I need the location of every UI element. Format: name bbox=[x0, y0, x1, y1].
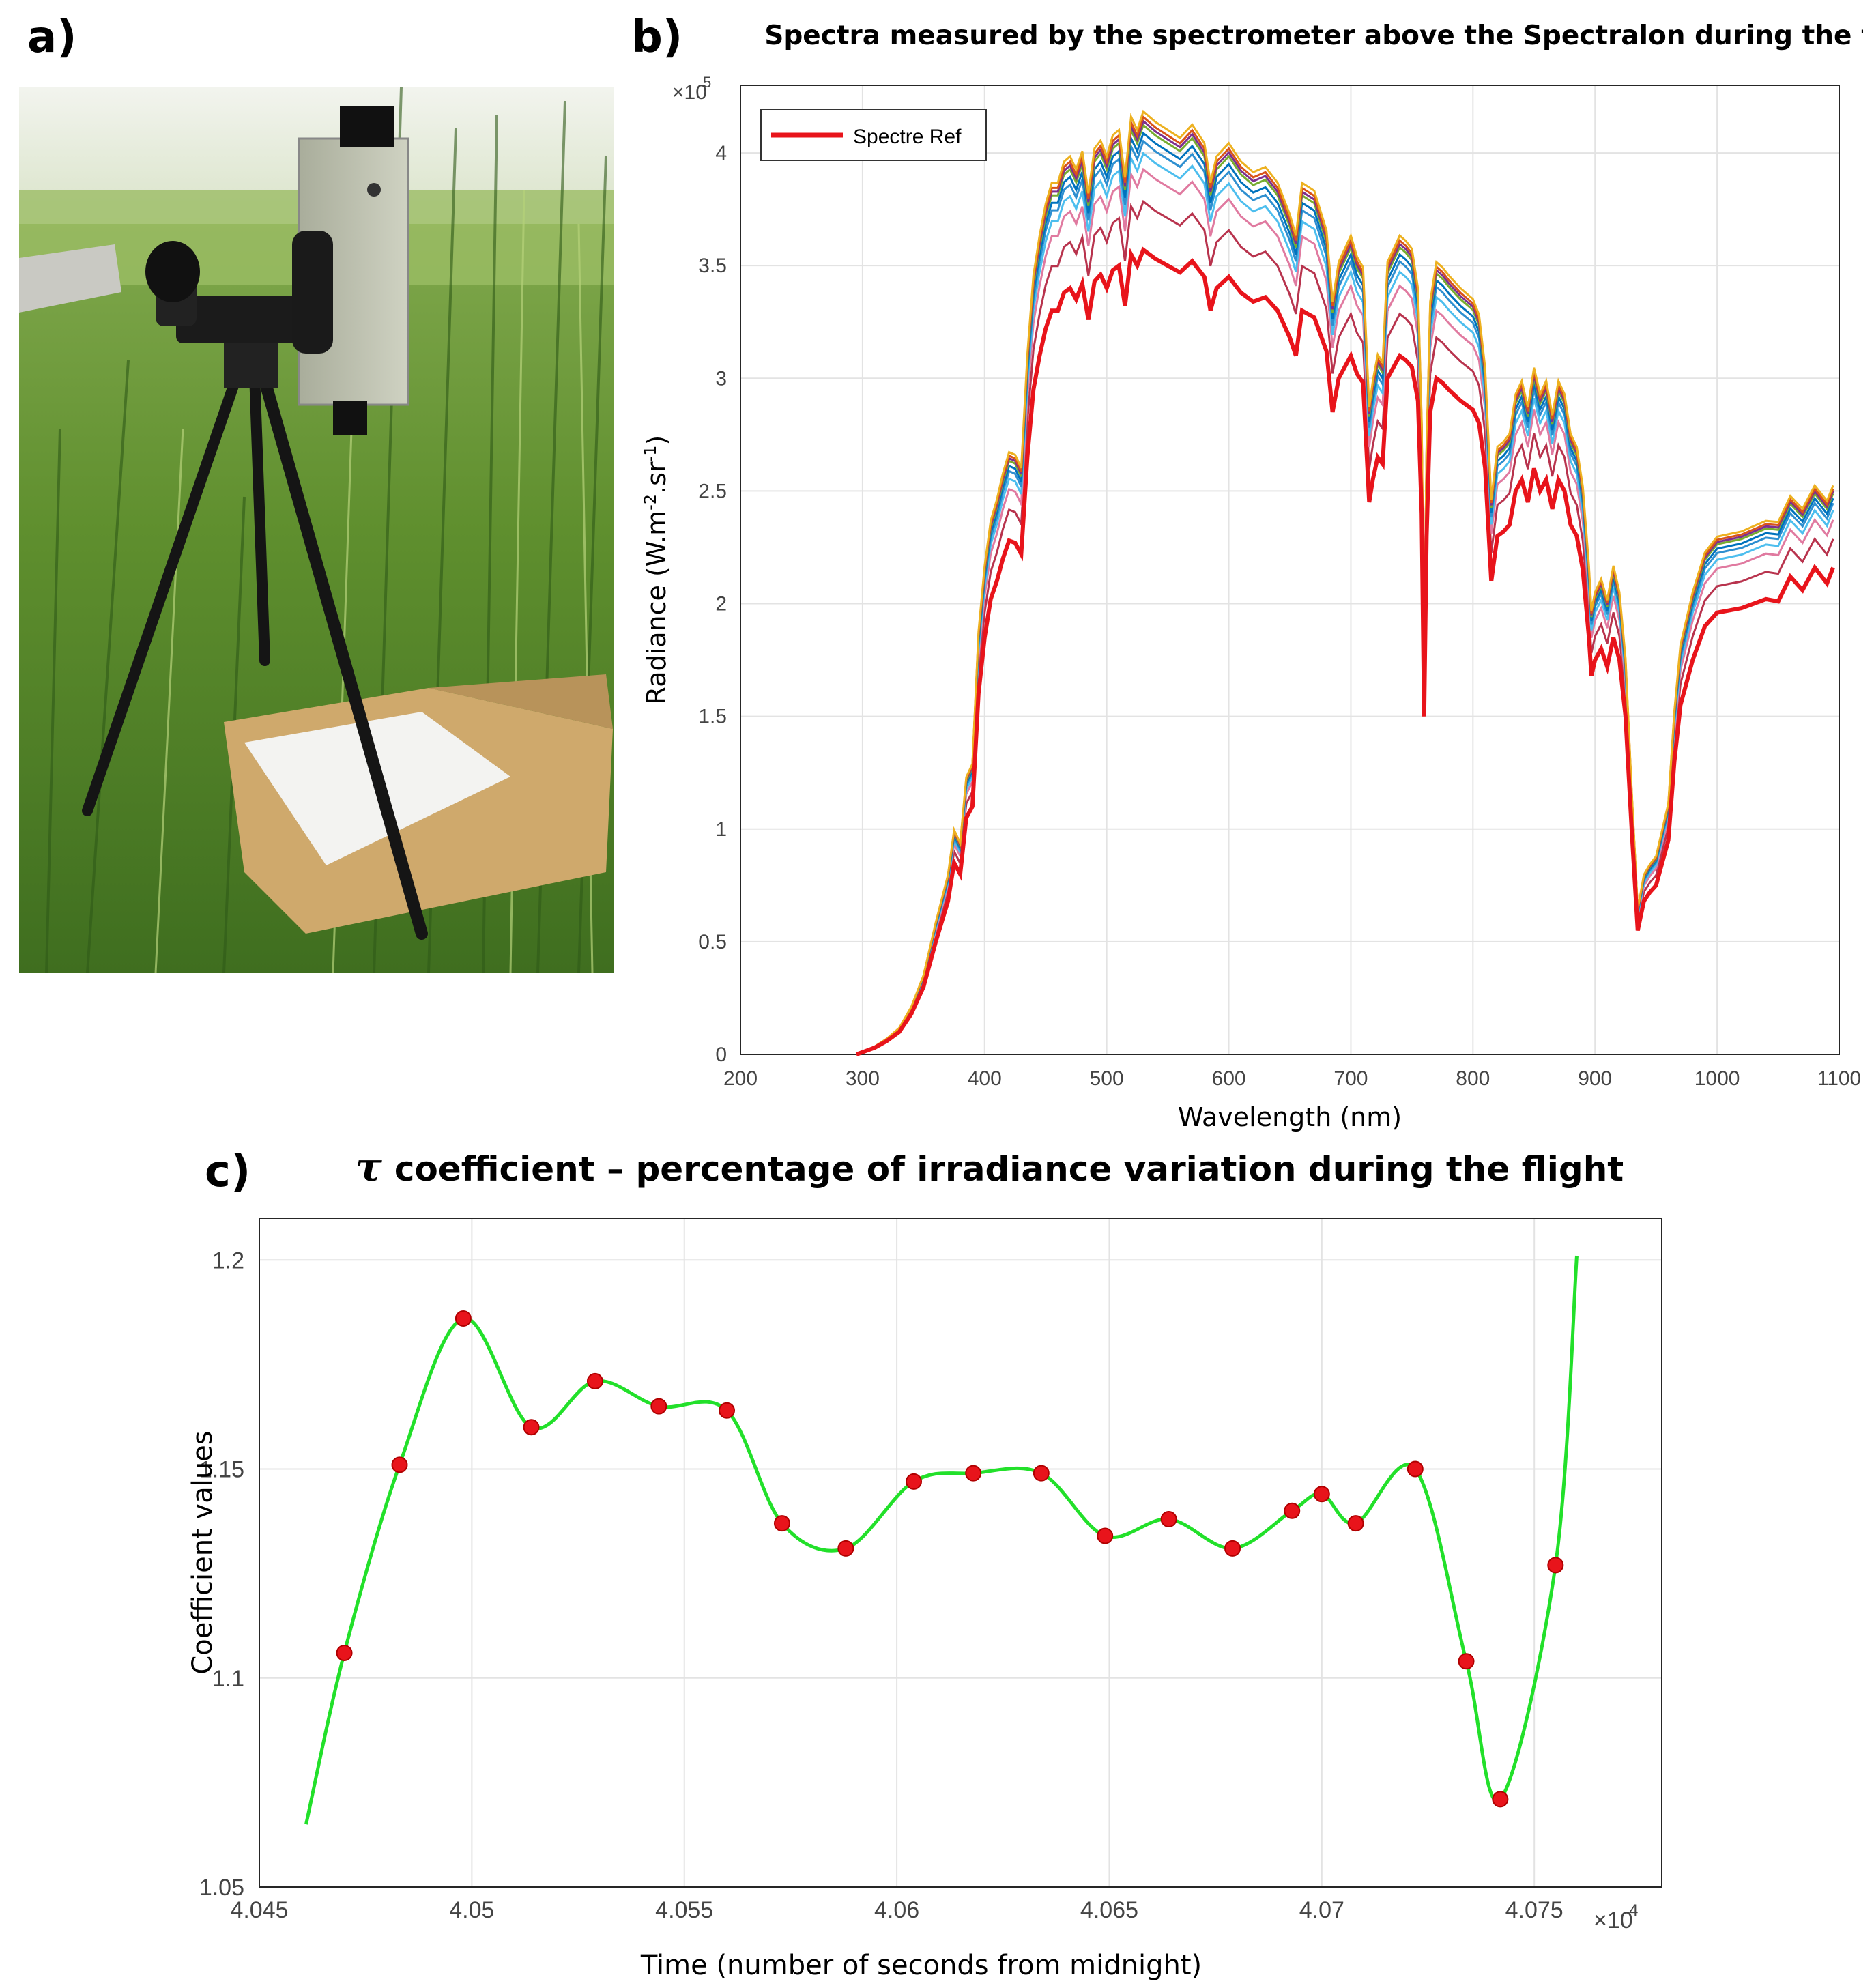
y-tick-label: 2 bbox=[715, 593, 727, 616]
data-point-marker bbox=[1458, 1653, 1475, 1670]
data-point-marker bbox=[1407, 1460, 1424, 1478]
chart-b-ylabel: Radiance (W.m-2.sr-1) bbox=[641, 435, 672, 705]
chart-c-ylabel: Coefficient values bbox=[187, 1430, 218, 1674]
chart-b-series-group bbox=[855, 109, 1835, 1056]
chart-b-grid bbox=[740, 85, 1840, 1055]
chart-c-x-ticks: 4.045 4.05 4.055 4.06 4.065 4.07 4.075 bbox=[230, 1897, 1563, 1923]
data-point-marker bbox=[1097, 1527, 1114, 1544]
chart-c-title-text: coefficient – percentage of irradiance v… bbox=[394, 1149, 1624, 1189]
series-spectre-ref bbox=[855, 246, 1835, 1056]
spectra-chart: Spectra measured by the spectrometer abo… bbox=[641, 20, 1863, 1132]
y-tick-label: 1.2 bbox=[212, 1248, 244, 1273]
data-point-marker bbox=[1313, 1486, 1330, 1503]
data-point-marker bbox=[1033, 1465, 1050, 1482]
x-tick-label: 4.045 bbox=[230, 1897, 288, 1923]
series-spectrum-6 bbox=[856, 123, 1834, 1056]
series-spectrum-2 bbox=[856, 167, 1834, 1056]
series-spectrum-4 bbox=[856, 139, 1834, 1056]
y-tick-label: 0.5 bbox=[698, 931, 727, 953]
y-tick-label: 1.1 bbox=[212, 1666, 244, 1692]
tau-symbol: τ bbox=[356, 1144, 383, 1190]
x-tick-label: 1000 bbox=[1695, 1067, 1740, 1090]
y-tick-label: 2.5 bbox=[698, 480, 727, 502]
x-tick-label: 700 bbox=[1334, 1067, 1368, 1090]
x-tick-label: 200 bbox=[723, 1067, 758, 1090]
y-tick-label: 1.15 bbox=[199, 1457, 244, 1483]
data-point-marker bbox=[455, 1310, 472, 1327]
x-tick-label: 4.06 bbox=[874, 1897, 919, 1923]
chart-c-y-ticks: 1.05 1.1 1.15 1.2 bbox=[199, 1248, 244, 1901]
y-tick-label: 1 bbox=[715, 818, 727, 841]
data-point-marker bbox=[965, 1465, 982, 1482]
x-tick-label: 4.055 bbox=[655, 1897, 713, 1923]
legend-entry-spectre-ref: Spectre Ref bbox=[853, 126, 962, 148]
chart-b-y-ticks: 0 0.5 1 1.5 2 2.5 3 3.5 4 bbox=[698, 142, 727, 1066]
data-point-marker bbox=[586, 1372, 603, 1389]
chart-b-y-exponent: 5 bbox=[703, 74, 711, 91]
spectrometer-photo bbox=[19, 87, 614, 973]
x-tick-label: 800 bbox=[1456, 1067, 1490, 1090]
data-point-marker bbox=[1492, 1791, 1509, 1808]
chart-c-xlabel: Time (number of seconds from midnight) bbox=[640, 1950, 1202, 1981]
y-tick-label: 0 bbox=[715, 1043, 727, 1066]
data-point-marker bbox=[1547, 1557, 1564, 1574]
data-point-marker bbox=[1224, 1540, 1241, 1557]
x-tick-label: 4.075 bbox=[1505, 1897, 1563, 1923]
x-tick-label: 4.07 bbox=[1299, 1897, 1344, 1923]
chart-c-fitted-curve bbox=[304, 1255, 1579, 1825]
chart-b-axes-box bbox=[740, 85, 1840, 1055]
y-tick-label: 3 bbox=[715, 367, 727, 390]
ylabel-part-1: Radiance (W.m bbox=[642, 510, 672, 704]
data-point-marker bbox=[650, 1398, 667, 1415]
x-tick-label: 500 bbox=[1090, 1067, 1124, 1090]
data-point-marker bbox=[719, 1402, 735, 1419]
ylabel-part-5: ) bbox=[642, 435, 672, 446]
chart-b-y-exponent-base: ×10 bbox=[672, 81, 707, 104]
x-tick-label: 300 bbox=[846, 1067, 880, 1090]
x-tick-label: 4.05 bbox=[449, 1897, 494, 1923]
chart-b-xlabel: Wavelength (nm) bbox=[1178, 1102, 1402, 1132]
x-tick-label: 4.065 bbox=[1080, 1897, 1138, 1923]
x-tick-label: 1100 bbox=[1817, 1067, 1862, 1090]
ylabel-part-4: -1 bbox=[641, 446, 660, 462]
chart-c-markers bbox=[336, 1310, 1564, 1808]
ylabel-part-3: .sr bbox=[642, 461, 672, 494]
chart-c-x-exponent: 4 bbox=[1629, 1901, 1638, 1920]
panel-label-b: b) bbox=[631, 12, 683, 63]
chart-c-x-exponent-base: ×10 bbox=[1594, 1907, 1633, 1933]
chart-c-axes-box bbox=[259, 1218, 1662, 1888]
tau-coefficient-chart: τ coefficient – percentage of irradiance … bbox=[187, 1144, 1662, 1981]
chart-b-title: Spectra measured by the spectrometer abo… bbox=[764, 20, 1863, 51]
data-point-marker bbox=[391, 1456, 408, 1473]
chart-b-legend: Spectre Ref bbox=[760, 109, 987, 161]
data-point-marker bbox=[837, 1540, 854, 1557]
x-tick-label: 600 bbox=[1212, 1067, 1246, 1090]
y-tick-label: 3.5 bbox=[698, 255, 727, 277]
chart-c-title: τ coefficient – percentage of irradiance … bbox=[356, 1144, 1624, 1190]
data-point-marker bbox=[1347, 1515, 1364, 1532]
data-point-marker bbox=[1160, 1511, 1177, 1527]
x-tick-label: 900 bbox=[1578, 1067, 1612, 1090]
data-point-marker bbox=[1284, 1502, 1301, 1519]
y-tick-label: 1.05 bbox=[199, 1875, 244, 1901]
panel-label-c: c) bbox=[205, 1147, 251, 1197]
data-point-marker bbox=[906, 1473, 922, 1490]
data-point-marker bbox=[773, 1515, 790, 1532]
y-tick-label: 1.5 bbox=[698, 706, 727, 728]
data-point-marker bbox=[523, 1419, 540, 1436]
y-tick-label: 4 bbox=[715, 142, 727, 164]
panel-label-a: a) bbox=[27, 12, 77, 63]
x-tick-label: 400 bbox=[968, 1067, 1002, 1090]
data-point-marker bbox=[336, 1645, 353, 1661]
series-spectrum-5 bbox=[856, 131, 1834, 1056]
chart-b-x-ticks: 200 300 400 500 600 700 800 900 1000 1100 bbox=[723, 1067, 1861, 1090]
ylabel-part-2: -2 bbox=[641, 494, 660, 510]
